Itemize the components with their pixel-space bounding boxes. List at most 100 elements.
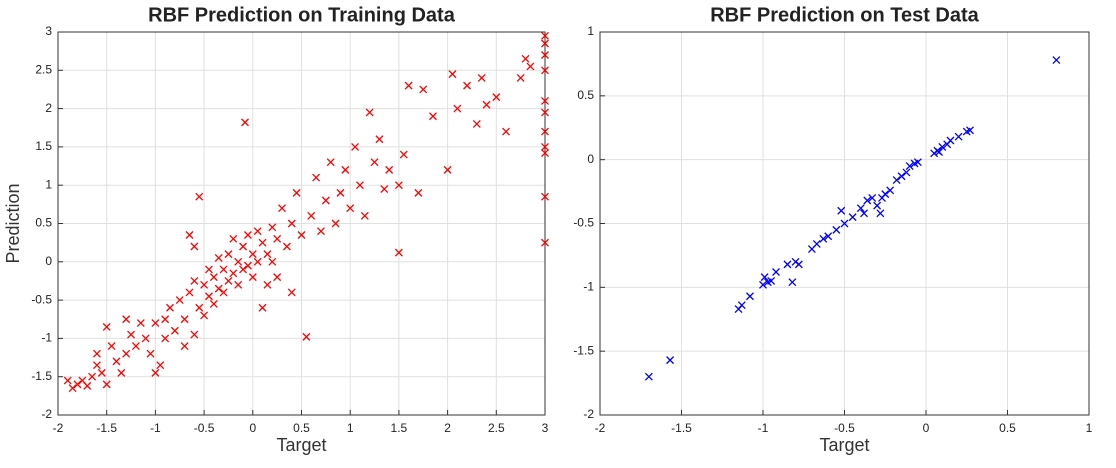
scatter-point [117, 368, 126, 377]
scatter-point [404, 81, 413, 90]
scatter-point [273, 273, 282, 282]
scatter-point [873, 201, 882, 210]
scatter-point [837, 206, 846, 215]
chart-title: RBF Prediction on Training Data [148, 4, 456, 26]
scatter-point [492, 93, 501, 102]
scatter-point [282, 242, 291, 251]
scatter-point [394, 248, 403, 257]
y-tick-label: -1.5 [31, 369, 52, 383]
scatter-point [902, 168, 911, 177]
scatter-point [886, 186, 895, 195]
y-tick-label: -0.5 [573, 216, 594, 230]
scatter-point [107, 342, 116, 351]
scatter-point [783, 260, 792, 269]
scatter-point [83, 381, 92, 390]
scatter-point [180, 315, 189, 324]
scatter-point [477, 74, 486, 82]
scatter-point [414, 188, 423, 197]
scatter-point [180, 342, 189, 351]
scatter-point [760, 273, 769, 282]
scatter-point [248, 250, 257, 259]
scatter-point [541, 31, 549, 40]
scatter-point [224, 276, 233, 285]
scatter-point [268, 257, 277, 266]
scatter-point [737, 301, 746, 310]
scatter-point [892, 176, 901, 185]
scatter-point [156, 361, 165, 370]
y-tick-label: 1.5 [35, 139, 52, 153]
scatter-point [526, 62, 535, 71]
scatter-point [541, 51, 549, 59]
y-tick-label: -1.5 [573, 343, 594, 357]
scatter-point [170, 326, 179, 335]
scatter-point [913, 158, 922, 167]
scatter-point [429, 112, 437, 121]
scatter-point [832, 225, 841, 234]
scatter-point [541, 66, 549, 75]
scatter-point [151, 319, 160, 328]
scatter-point [448, 70, 457, 79]
scatter-point [278, 204, 286, 213]
y-tick-label: 2.5 [35, 62, 52, 76]
y-tick-label: 0 [587, 152, 594, 166]
scatter-point [229, 234, 238, 243]
scatter-point [860, 209, 869, 218]
scatter-point [205, 292, 213, 301]
scatter-point [385, 165, 394, 174]
scatter-point [863, 196, 872, 205]
scatter-point [195, 192, 204, 201]
scatter-point [258, 238, 267, 247]
scatter-point [419, 85, 428, 94]
scatter-point [370, 158, 379, 167]
x-tick-label: 2.5 [488, 421, 505, 435]
scatter-point [966, 126, 974, 135]
scatter-point [375, 135, 384, 144]
scatter-point [185, 231, 194, 239]
scatter-point [521, 54, 530, 63]
x-tick-label: -2 [53, 421, 64, 435]
y-axis-label: Prediction [3, 183, 23, 263]
scatter-point [205, 265, 213, 274]
scatter-point [644, 372, 653, 381]
scatter-point [331, 219, 340, 228]
scatter-point [253, 227, 262, 236]
scatter-point [131, 342, 140, 351]
x-tick-label: 1 [1086, 421, 1093, 435]
scatter-point [840, 219, 849, 228]
scatter-point [243, 261, 252, 270]
scatter-point [1052, 56, 1061, 65]
scatter-point [541, 39, 549, 48]
scatter-point [541, 149, 549, 157]
scatter-point [253, 257, 262, 266]
scatter-point [234, 257, 243, 266]
x-tick-label: 1.5 [391, 421, 408, 435]
x-tick-label: -1 [758, 421, 769, 435]
x-tick-label: 2 [444, 421, 451, 435]
scatter-point [502, 127, 510, 136]
scatter-point [73, 380, 82, 389]
scatter-point [541, 108, 549, 117]
scatter-point [935, 148, 943, 156]
x-tick-label: -1.5 [96, 421, 117, 435]
scatter-point [200, 311, 209, 320]
scatter-point [463, 81, 472, 90]
scatter-point [297, 231, 306, 239]
scatter-point [185, 288, 194, 297]
scatter-point [355, 181, 364, 190]
scatter-point [175, 296, 184, 305]
scatter-point [273, 234, 282, 243]
scatter-point [380, 185, 389, 193]
scatter-point [161, 334, 170, 343]
scatter-point [112, 357, 121, 366]
scatter-point [824, 232, 833, 241]
axes-box [57, 31, 546, 416]
scatter-point [287, 288, 296, 297]
scatter-point [794, 260, 803, 269]
scatter-point [746, 292, 754, 301]
scatter-point [326, 158, 335, 167]
scatter-point [321, 196, 330, 205]
scatter-point [897, 172, 906, 181]
scatter-point [195, 303, 204, 312]
scatter-point [938, 142, 947, 151]
